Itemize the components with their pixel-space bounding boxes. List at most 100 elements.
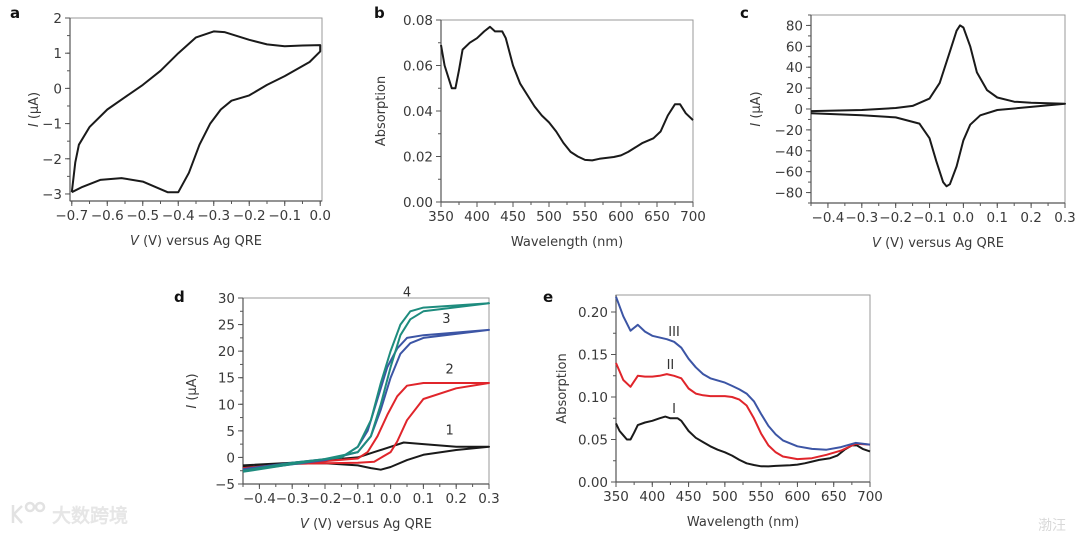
x-tick-label: 0.3 [478, 491, 499, 507]
x-tick-label: −0.1 [341, 491, 374, 507]
y-axis-label: Absorption [374, 76, 389, 146]
x-axis-text: (V) versus Ag QRE [139, 234, 262, 249]
series-annotation: I [672, 402, 676, 417]
y-axis-text: (μA) [749, 91, 764, 122]
panel-letter: b [374, 4, 385, 22]
x-tick-label: 700 [857, 489, 883, 505]
y-tick-label: 0.04 [403, 104, 433, 120]
x-axis-label: V (V) versus Ag QRE [300, 517, 432, 532]
y-tick-label: 0.10 [578, 390, 608, 406]
series-line-2 [242, 382, 490, 471]
y-axis-label: I (μA) [749, 91, 764, 126]
series-annotation: 3 [442, 312, 450, 327]
y-tick-label: 0.06 [403, 59, 433, 75]
series-line-iii [615, 296, 871, 451]
x-tick-label: −0.2 [233, 208, 266, 224]
chart-panel-d: d−0.4 −0.3 −0.2 −0.1 0.0 0.1 0.2 0.330252015105… [174, 285, 500, 532]
x-tick-label: 700 [680, 209, 706, 225]
x-tick-label: −0.3 [197, 208, 230, 224]
series-line-cv [810, 24, 1066, 188]
x-tick-label: −0.4 [162, 208, 195, 224]
x-tick-label: −0.1 [913, 210, 946, 226]
x-axis-variable: V [300, 517, 310, 532]
x-tick-label: 350 [603, 489, 629, 505]
x-tick-label: −0.3 [845, 210, 878, 226]
y-tick-label: −1 [42, 117, 62, 133]
x-tick-label: 650 [821, 489, 847, 505]
y-tick-label: −40 [775, 144, 804, 160]
x-tick-label: −0.2 [879, 210, 912, 226]
y-axis-label: I (μA) [27, 92, 42, 127]
y-tick-label: −3 [42, 187, 62, 203]
watermark-logo-icon [11, 501, 46, 524]
watermark-right: 渤汪 [1038, 518, 1066, 534]
y-axis-text: Absorption [555, 353, 570, 423]
y-tick-label: 60 [786, 39, 803, 55]
plots-layer: a−0.7 −0.6 −0.5 −0.4 −0.3 −0.2 −0.1 0.0210−1−2−… [10, 4, 1076, 532]
y-axis-text: (μA) [185, 373, 200, 404]
y-tick-label: 2 [53, 11, 62, 27]
x-tick-label: 0.3 [1054, 210, 1075, 226]
y-tick-label: −5 [215, 477, 235, 493]
plot-frame [440, 19, 694, 203]
y-tick-label: 1 [53, 46, 62, 62]
series-annotation: II [667, 358, 675, 373]
series-annotation: 1 [445, 424, 453, 439]
x-tick-label: 450 [676, 489, 702, 505]
series-line-4 [242, 302, 490, 473]
x-tick-label: 600 [785, 489, 811, 505]
x-axis-text: (V) versus Ag QRE [309, 517, 432, 532]
y-tick-label: 5 [226, 424, 235, 440]
panel-letter: c [740, 4, 749, 22]
chart-panel-e: e 350 400 450 500 550 600 650 700 0.20 0.15 0.10 0.0… [543, 288, 883, 530]
y-tick-label: 30 [218, 291, 235, 307]
x-tick-label: −0.2 [309, 491, 342, 507]
series-line-ii [615, 362, 871, 461]
x-tick-label: −0.1 [268, 208, 301, 224]
x-tick-label: 400 [639, 489, 665, 505]
x-tick-label: −0.5 [126, 208, 159, 224]
x-tick-label: 400 [464, 209, 490, 225]
y-axis-label: Absorption [555, 353, 570, 423]
x-tick-label: 550 [748, 489, 774, 505]
x-tick-label: 0.1 [987, 210, 1008, 226]
series-line-cv [70, 30, 322, 194]
series-line-spectrum [440, 25, 694, 162]
x-tick-label: 600 [608, 209, 634, 225]
y-tick-label: −60 [775, 165, 804, 181]
x-tick-label: −0.6 [91, 208, 124, 224]
y-tick-label: 0.05 [578, 433, 608, 449]
x-axis-text: Wavelength (nm) [511, 235, 623, 250]
panel-letter: d [174, 288, 185, 306]
y-tick-label: 10 [218, 397, 235, 413]
x-tick-label: −0.4 [243, 491, 276, 507]
x-tick-label: 650 [644, 209, 670, 225]
y-tick-label: 25 [218, 318, 235, 334]
y-tick-label: 20 [786, 81, 803, 97]
y-tick-label: −20 [775, 123, 804, 139]
y-tick-label: 40 [786, 60, 803, 76]
y-tick-label: 0.08 [403, 13, 433, 29]
x-axis-label: Wavelength (nm) [511, 235, 623, 250]
x-tick-label: 0.0 [953, 210, 974, 226]
x-axis-label: V (V) versus Ag QRE [872, 236, 1004, 251]
series-line-i [615, 415, 871, 468]
x-tick-label: −0.7 [55, 208, 88, 224]
x-tick-label: 0.1 [413, 491, 434, 507]
x-tick-label: 0.0 [309, 208, 330, 224]
y-tick-label: 0.00 [578, 475, 608, 491]
chart-panel-b: b 350 400 450 500 550 600 650 700 0.08 0.06 0.04 0.0… [374, 4, 706, 250]
x-tick-label: 350 [428, 209, 454, 225]
y-tick-label: 0.20 [578, 305, 608, 321]
y-axis-variable: I [185, 405, 200, 409]
y-tick-label: 0.15 [578, 348, 608, 364]
y-axis-text: (μA) [27, 92, 42, 123]
y-tick-label: 0 [53, 81, 62, 97]
chart-panel-a: a −0.7 −0.6 −0.5 −0.4 −0.3 −0.2 −0.1 0.0 2 1 0 −1 −2 −… [10, 4, 331, 249]
x-tick-label: 0.2 [1020, 210, 1041, 226]
y-axis-variable: I [749, 123, 764, 127]
series-line-3 [242, 328, 490, 472]
y-axis-text: Absorption [374, 76, 389, 146]
y-tick-label: −2 [42, 152, 62, 168]
